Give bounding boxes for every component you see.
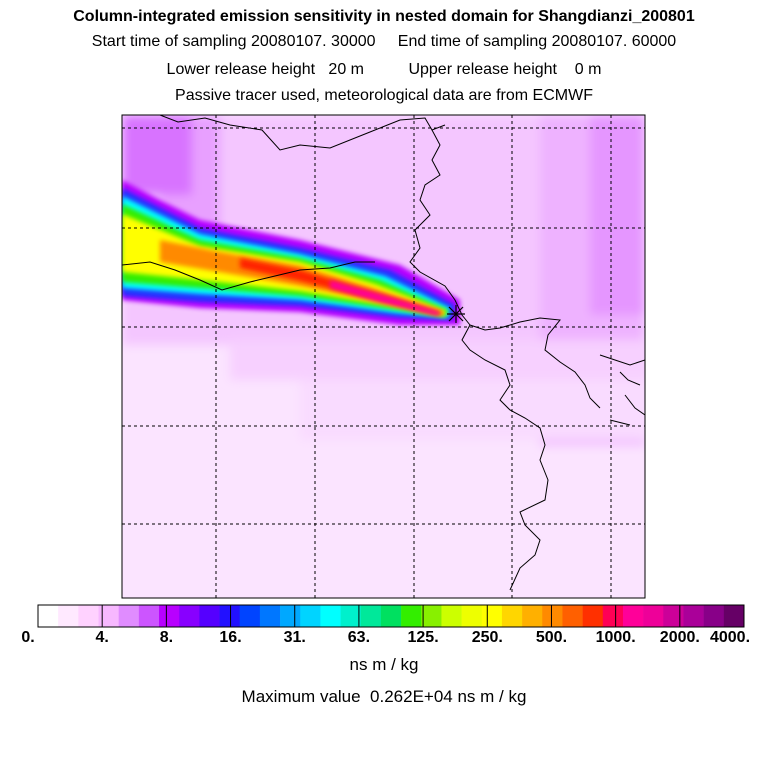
coastlines (122, 115, 645, 591)
start-time-label: Start time of sampling 20080107. 30000 (91, 33, 376, 50)
colorbar-swatch (461, 605, 483, 627)
colorbar-swatch (58, 605, 79, 627)
colorbar-swatch (239, 605, 261, 627)
colorbar-swatch (259, 605, 281, 627)
colorbar-swatch (159, 605, 180, 627)
colorbar-swatch (38, 605, 59, 627)
colorbar-swatch (542, 605, 563, 627)
map-title: Column-integrated emission sensitivity i… (73, 8, 695, 25)
colorbar-swatch (118, 605, 140, 627)
colorbar-swatch (501, 605, 523, 627)
colorbar-swatch (703, 605, 725, 627)
upper-height-label: Upper release height 0 m (408, 61, 602, 78)
colorbar-swatch (401, 605, 422, 627)
colorbar (37, 604, 745, 628)
colorbar-swatch (622, 605, 644, 627)
graticule (122, 115, 645, 598)
colorbar-swatch (78, 605, 99, 627)
colorbar-swatch (199, 605, 220, 627)
colorbar-swatch (421, 605, 442, 627)
colorbar-swatch (522, 605, 543, 627)
colorbar-swatch (179, 605, 200, 627)
end-time-label: End time of sampling 20080107. 60000 (397, 33, 677, 50)
map-frame (121, 114, 646, 599)
receptor-star-icon (447, 305, 465, 323)
colorbar-swatch (300, 605, 321, 627)
colorbar-swatch (602, 605, 624, 627)
colorbar-swatch (340, 605, 362, 627)
colorbar-swatch (320, 605, 341, 627)
colorbar-swatch (723, 605, 745, 627)
colorbar-swatch (138, 605, 160, 627)
colorbar-swatch (380, 605, 402, 627)
lower-height-label: Lower release height 20 m (166, 61, 364, 78)
release-heights: Lower release height 20 m Upper release … (0, 61, 768, 79)
colorbar-swatch (98, 605, 119, 627)
colorbar-swatch (280, 605, 301, 627)
colorbar-swatch (219, 605, 241, 627)
colorbar-frame (37, 604, 745, 628)
map-area (122, 115, 645, 598)
plume-band-magenta (330, 280, 440, 316)
colorbar-swatch (441, 605, 462, 627)
colorbar-swatch (643, 605, 664, 627)
colorbar-units: ns m / kg (349, 655, 419, 674)
colorbar-swatch (562, 605, 583, 627)
colorbar-swatch (683, 605, 704, 627)
colorbar-swatch (481, 605, 503, 627)
colorbar-swatch (663, 605, 684, 627)
maximum-value: Maximum value 0.262E+04 ns m / kg (241, 687, 527, 706)
colorbar-swatch (360, 605, 382, 627)
sampling-times: Start time of sampling 20080107. 30000 E… (0, 33, 768, 51)
tracer-info: Passive tracer used, meteorological data… (175, 87, 593, 104)
colorbar-swatch (582, 605, 604, 627)
